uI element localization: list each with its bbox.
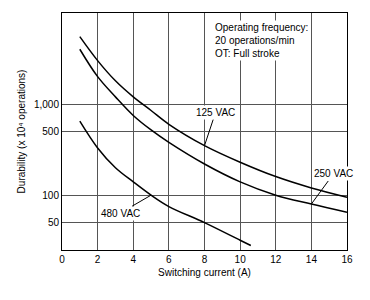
- svg-text:10: 10: [235, 254, 247, 265]
- svg-text:14: 14: [306, 254, 318, 265]
- svg-text:16: 16: [341, 254, 353, 265]
- svg-text:0: 0: [59, 254, 65, 265]
- svg-text:Durability (x 10⁴ operations): Durability (x 10⁴ operations): [16, 70, 27, 194]
- svg-text:2: 2: [95, 254, 101, 265]
- svg-text:8: 8: [202, 254, 208, 265]
- svg-text:500: 500: [42, 126, 59, 137]
- svg-text:4: 4: [130, 254, 136, 265]
- svg-text:250 VAC: 250 VAC: [314, 168, 353, 179]
- svg-text:100: 100: [42, 190, 59, 201]
- svg-text:6: 6: [166, 254, 172, 265]
- svg-text:1,000: 1,000: [34, 99, 59, 110]
- svg-text:125 VAC: 125 VAC: [196, 107, 235, 118]
- svg-text:Operating frequency:20 operati: Operating frequency:20 operations/minOT:…: [215, 22, 308, 59]
- svg-text:12: 12: [270, 254, 282, 265]
- svg-text:Switching current (A): Switching current (A): [158, 267, 251, 278]
- svg-text:50: 50: [48, 217, 60, 228]
- svg-text:480 VAC: 480 VAC: [101, 208, 140, 219]
